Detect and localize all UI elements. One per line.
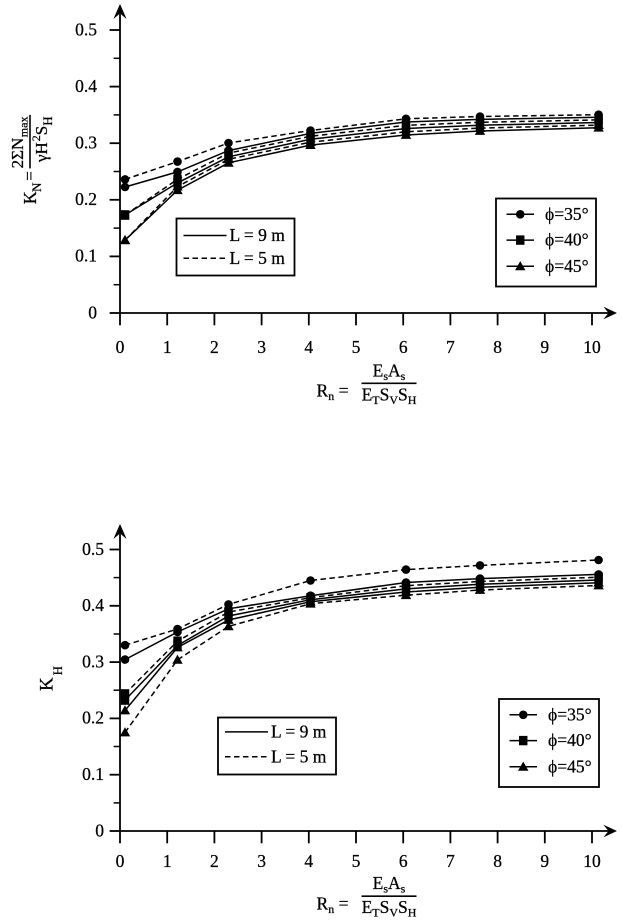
- svg-text:max: max: [17, 117, 31, 138]
- svg-text:ETSVSH: ETSVSH: [362, 897, 417, 920]
- svg-text:7: 7: [446, 337, 455, 357]
- svg-text:L = 9 m: L = 9 m: [271, 721, 327, 741]
- svg-text:2: 2: [210, 337, 219, 357]
- svg-text:EsAs: EsAs: [373, 873, 406, 896]
- svg-text:0.5: 0.5: [75, 19, 97, 39]
- svg-text:0.2: 0.2: [75, 189, 97, 209]
- svg-text:2: 2: [29, 135, 43, 141]
- svg-text:ϕ=40°: ϕ=40°: [548, 730, 592, 750]
- svg-text:L = 5 m: L = 5 m: [230, 248, 286, 268]
- svg-text:H: H: [41, 116, 55, 125]
- svg-text:9: 9: [540, 337, 549, 357]
- svg-text:0.4: 0.4: [75, 76, 97, 96]
- svg-text:ϕ=40°: ϕ=40°: [545, 230, 589, 250]
- svg-text:N: N: [29, 182, 44, 192]
- svg-text:9: 9: [540, 851, 549, 871]
- svg-text:γH: γH: [32, 142, 51, 163]
- svg-text:ϕ=35°: ϕ=35°: [548, 704, 592, 724]
- svg-text:ETSVSH: ETSVSH: [362, 384, 417, 407]
- svg-text:2: 2: [210, 851, 219, 871]
- svg-text:0.1: 0.1: [75, 246, 97, 266]
- svg-text:0: 0: [116, 337, 125, 357]
- svg-text:Rn =: Rn =: [317, 893, 349, 916]
- svg-text:0.5: 0.5: [82, 539, 104, 559]
- svg-text:2ΣN: 2ΣN: [8, 138, 27, 169]
- svg-text:8: 8: [493, 851, 502, 871]
- svg-text:ϕ=45°: ϕ=45°: [545, 256, 589, 276]
- svg-text:L = 9 m: L = 9 m: [230, 225, 286, 245]
- svg-text:ϕ=45°: ϕ=45°: [548, 756, 592, 776]
- svg-text:Rn =: Rn =: [317, 381, 349, 404]
- svg-text:0.3: 0.3: [82, 651, 104, 671]
- svg-text:L = 5 m: L = 5 m: [271, 746, 327, 766]
- svg-text:0.2: 0.2: [82, 708, 104, 728]
- svg-text:8: 8: [493, 337, 502, 357]
- svg-text:5: 5: [352, 337, 361, 357]
- svg-text:0: 0: [88, 302, 97, 322]
- svg-text:0: 0: [116, 851, 125, 871]
- svg-text:6: 6: [399, 337, 408, 357]
- svg-text:0: 0: [95, 820, 104, 840]
- svg-text:7: 7: [446, 851, 455, 871]
- svg-text:ϕ=35°: ϕ=35°: [545, 204, 589, 224]
- svg-text:3: 3: [257, 337, 266, 357]
- svg-text:4: 4: [304, 337, 313, 357]
- svg-text:H: H: [51, 666, 65, 675]
- svg-text:K: K: [37, 677, 58, 691]
- svg-text:K: K: [20, 191, 40, 204]
- svg-text:10: 10: [583, 337, 601, 357]
- svg-text:0.4: 0.4: [82, 595, 104, 615]
- svg-text:0.3: 0.3: [75, 133, 97, 153]
- svg-text:3: 3: [257, 851, 266, 871]
- svg-text:1: 1: [163, 337, 172, 357]
- svg-text:10: 10: [583, 851, 601, 871]
- svg-text:5: 5: [352, 851, 361, 871]
- svg-text:6: 6: [399, 851, 408, 871]
- svg-text:0.1: 0.1: [82, 764, 104, 784]
- svg-text:EsAs: EsAs: [373, 360, 406, 383]
- svg-text:=: =: [20, 171, 39, 181]
- svg-text:S: S: [32, 126, 51, 135]
- svg-text:1: 1: [163, 851, 172, 871]
- svg-text:4: 4: [304, 851, 313, 871]
